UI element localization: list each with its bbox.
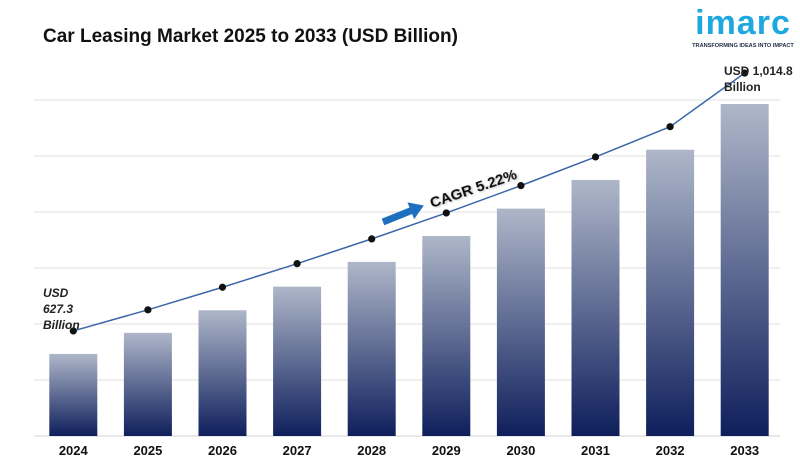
logo-wordmark: imarc bbox=[695, 4, 791, 42]
start-value-label: 627.3 bbox=[43, 302, 73, 316]
x-tick-label: 2027 bbox=[283, 443, 312, 458]
x-tick-label: 2033 bbox=[730, 443, 759, 458]
bar-2031 bbox=[571, 179, 620, 436]
x-tick-label: 2024 bbox=[59, 443, 89, 458]
imarc-logo: imarc TRANSFORMING IDEAS INTO IMPACT bbox=[690, 6, 796, 54]
bar-2029 bbox=[422, 235, 471, 436]
trend-point bbox=[517, 182, 525, 190]
x-tick-label: 2030 bbox=[506, 443, 535, 458]
trend-point bbox=[442, 209, 450, 217]
cagr-arrow-shaft bbox=[381, 206, 414, 226]
cagr-arrow-icon bbox=[381, 202, 424, 226]
start-value-label: USD bbox=[43, 286, 69, 300]
trend-point bbox=[741, 69, 749, 77]
bar-2028 bbox=[347, 261, 396, 436]
trend-point bbox=[218, 283, 227, 291]
logo-tagline: TRANSFORMING IDEAS INTO IMPACT bbox=[692, 43, 794, 49]
bar-2026 bbox=[198, 310, 247, 436]
bar-2033 bbox=[720, 104, 769, 436]
x-tick-label: 2028 bbox=[357, 443, 386, 458]
bar-2027 bbox=[273, 286, 322, 436]
cagr-arrow-head bbox=[407, 202, 424, 220]
x-tick-label: 2031 bbox=[581, 443, 610, 458]
trend-line bbox=[73, 72, 746, 332]
bar-2032 bbox=[646, 149, 695, 437]
start-value-label: Billion bbox=[43, 318, 80, 332]
x-tick-label: 2025 bbox=[133, 443, 162, 458]
end-value-label: Billion bbox=[724, 80, 761, 94]
trend-point bbox=[293, 260, 301, 268]
trend-point bbox=[69, 327, 77, 335]
bar-2030 bbox=[496, 208, 545, 436]
cagr-label: CAGR 5.22% bbox=[428, 166, 519, 212]
x-tick-label: 2026 bbox=[208, 443, 237, 458]
trend-point bbox=[666, 123, 674, 131]
end-value-label: USD 1,014.8 bbox=[724, 64, 793, 78]
bar-2024 bbox=[49, 353, 98, 436]
trend-point bbox=[591, 153, 600, 161]
bar-2025 bbox=[123, 332, 172, 436]
x-tick-label: 2029 bbox=[432, 443, 461, 458]
trend-point bbox=[368, 235, 376, 243]
x-tick-label: 2032 bbox=[656, 443, 685, 458]
chart-title: Car Leasing Market 2025 to 2033 (USD Bil… bbox=[43, 26, 458, 47]
trend-point bbox=[144, 306, 152, 314]
